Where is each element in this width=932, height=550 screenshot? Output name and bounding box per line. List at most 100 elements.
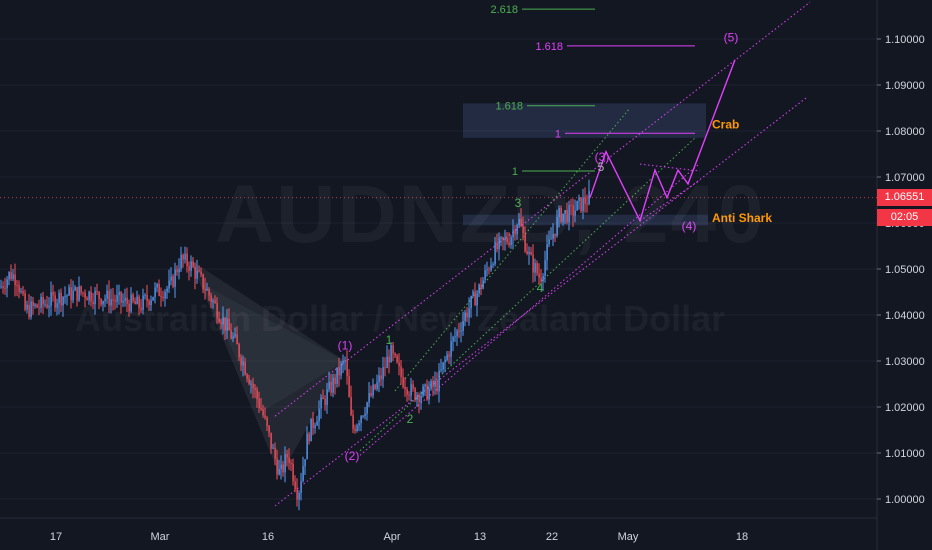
candle-down	[4, 287, 6, 289]
primary-wave-label: (2)	[345, 449, 360, 463]
candle-down	[90, 291, 92, 302]
candle-up	[484, 270, 486, 281]
candle-up	[444, 359, 446, 363]
grid-layer	[0, 38, 877, 500]
candle-up	[116, 295, 118, 302]
candle-down	[412, 384, 414, 389]
candle-down	[28, 304, 30, 317]
candle-down	[522, 226, 524, 234]
candle-up	[12, 274, 14, 280]
candle-up	[152, 296, 154, 301]
candle-up	[544, 260, 546, 277]
candle-up	[490, 264, 492, 271]
candle-up	[574, 210, 576, 216]
candle-down	[132, 294, 134, 301]
candle-down	[258, 398, 260, 409]
candle-down	[414, 388, 416, 401]
price-tick-label: 1.02000	[885, 402, 925, 414]
candle-down	[480, 284, 482, 289]
candle-up	[118, 291, 120, 296]
candle-down	[338, 367, 340, 376]
channel-layer	[274, 1, 811, 507]
candle-up	[242, 361, 244, 366]
candle-down	[572, 205, 574, 216]
primary-wave-label: (3)	[595, 150, 610, 164]
candle-down	[16, 285, 18, 286]
candle-down	[348, 376, 350, 397]
primary-wave-label: (4)	[682, 219, 697, 233]
candle-up	[124, 297, 126, 301]
candle-down	[520, 218, 522, 227]
candle-up	[534, 263, 536, 273]
elliott-wave-layer: (1) (2) (3) (4) (5) 1 2 3 4 5	[338, 30, 739, 463]
candle-up	[482, 280, 484, 289]
candle-up	[442, 362, 444, 370]
candle-up	[222, 317, 224, 325]
candle-up	[452, 337, 454, 342]
candle-down	[248, 378, 250, 385]
candle-up	[568, 204, 570, 223]
candle-up	[358, 423, 360, 426]
candle-down	[474, 291, 476, 306]
candle-up	[74, 287, 76, 291]
price-tick-label: 1.05000	[885, 264, 925, 276]
candle-up	[280, 464, 282, 469]
candle-down	[82, 292, 84, 294]
candle-down	[262, 409, 264, 416]
candle-up	[472, 291, 474, 297]
candle-down	[392, 345, 394, 354]
candle-down	[10, 272, 12, 280]
candle-up	[56, 303, 58, 308]
candle-up	[376, 382, 378, 389]
candle-up	[550, 238, 552, 240]
candle-up	[478, 284, 480, 294]
candle-up	[50, 292, 52, 306]
candle-up	[94, 291, 96, 305]
candle-up	[518, 218, 520, 226]
candle-down	[162, 297, 164, 299]
candle-down	[538, 273, 540, 278]
candle-up	[564, 210, 566, 214]
candle-up	[546, 244, 548, 261]
fib-layer: 2.618 1.618 1.618 1 1	[490, 4, 695, 178]
candle-down	[192, 261, 194, 267]
candle-up	[588, 190, 590, 205]
candle-down	[52, 292, 54, 296]
candle-down	[388, 356, 390, 363]
candle-down	[432, 380, 434, 387]
candle-up	[150, 300, 152, 306]
candle-up	[190, 261, 192, 271]
candle-down	[198, 270, 200, 272]
candle-down	[92, 301, 94, 305]
candle-down	[540, 277, 542, 282]
candle-down	[210, 295, 212, 302]
time-tick-label: 16	[262, 531, 274, 543]
candle-down	[288, 457, 290, 464]
candle-up	[438, 370, 440, 392]
candle-up	[382, 367, 384, 380]
candle-up	[582, 197, 584, 212]
primary-wave-label: (5)	[724, 30, 739, 44]
candle-down	[244, 361, 246, 375]
candle-down	[346, 359, 348, 377]
candle-up	[430, 380, 432, 389]
last-price-tag: 1.06551	[877, 189, 932, 206]
candle-up	[104, 298, 106, 301]
candle-up	[136, 296, 138, 305]
candle-up	[316, 421, 318, 426]
candle-down	[76, 287, 78, 301]
candle-down	[172, 276, 174, 287]
candle-up	[20, 291, 22, 292]
candle-down	[36, 304, 38, 308]
candle-up	[542, 276, 544, 282]
price-tick-label: 1.01000	[885, 448, 925, 460]
candle-up	[72, 290, 74, 301]
candle-up	[378, 375, 380, 383]
candle-down	[126, 297, 128, 304]
zone-layer: Crab Anti Shark	[463, 103, 772, 226]
price-tick-label: 1.10000	[885, 34, 925, 46]
candle-up	[232, 336, 234, 339]
candle-up	[428, 388, 430, 400]
candle-down	[148, 300, 150, 306]
